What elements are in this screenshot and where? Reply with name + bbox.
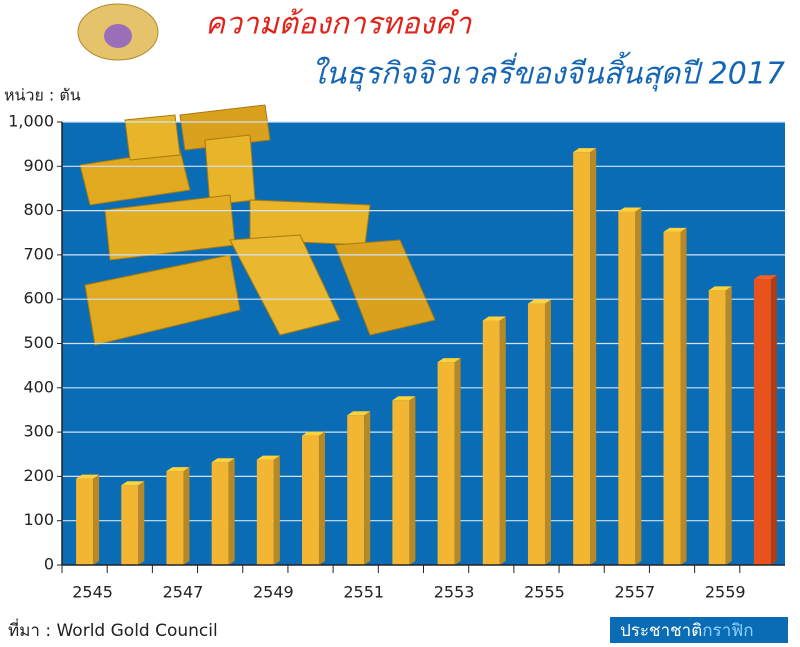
- bar-side: [319, 431, 326, 565]
- x-tick-label: 2559: [705, 583, 746, 602]
- bar-side: [544, 299, 551, 565]
- credit-main: ประชาชาติ: [620, 621, 702, 641]
- bar-top: [482, 316, 506, 321]
- bar-side: [183, 467, 190, 565]
- bar: [211, 462, 229, 565]
- bar: [76, 478, 94, 565]
- x-tick-label: 2545: [72, 583, 113, 602]
- bar-top: [618, 207, 642, 212]
- bar-side: [273, 455, 280, 565]
- bar-top: [392, 396, 416, 401]
- bar-side: [635, 207, 642, 565]
- bar-top: [573, 148, 597, 153]
- bar: [527, 303, 545, 565]
- bar-top: [211, 458, 235, 463]
- bar-side: [93, 474, 100, 565]
- bar-top: [527, 299, 551, 304]
- bar: [302, 435, 320, 565]
- bar: [663, 231, 681, 565]
- chart-subtitle: ในธุรกิจจิวเวลรี่ของจีนสิ้นสุดปี 2017: [311, 52, 785, 92]
- bar-side: [770, 275, 777, 565]
- y-tick-label: 0: [44, 555, 54, 574]
- bar-top: [166, 467, 190, 472]
- y-tick-label: 1,000: [8, 112, 54, 131]
- bar-side: [454, 358, 461, 565]
- x-tick-label: 2555: [524, 583, 565, 602]
- bar: [618, 211, 636, 565]
- y-tick-label: 900: [23, 156, 54, 175]
- bar-top: [347, 411, 371, 416]
- bar-top: [256, 455, 280, 460]
- bar-top: [302, 431, 326, 436]
- y-tick-label: 800: [23, 200, 54, 219]
- bar: [347, 415, 365, 565]
- bar-side: [590, 148, 597, 565]
- credit-graphic: กราฟิก: [702, 621, 753, 641]
- gold-bars-illustration: [79, 104, 436, 346]
- bar-side: [364, 411, 371, 565]
- bar-side: [138, 481, 145, 565]
- bar-top: [708, 286, 732, 291]
- credit: ประชาชาติกราฟิก: [620, 621, 754, 641]
- credit-box: [610, 617, 788, 643]
- bar: [708, 290, 726, 565]
- y-tick-label: 100: [23, 510, 54, 529]
- source: ที่มา : World Gold Council: [8, 618, 218, 641]
- x-tick-label: 2549: [253, 583, 294, 602]
- bar-top: [76, 474, 100, 479]
- bar-side: [409, 396, 416, 565]
- x-tick-label: 2557: [614, 583, 655, 602]
- y-tick-label: 400: [23, 377, 54, 396]
- y-tick-label: 500: [23, 333, 54, 352]
- bar-top: [663, 227, 687, 232]
- bar-side: [499, 316, 506, 565]
- ring-illustration: [77, 3, 159, 61]
- y-tick-label: 600: [23, 289, 54, 308]
- bar-side: [228, 458, 235, 565]
- bar: [482, 320, 500, 565]
- y-tick-label: 200: [23, 466, 54, 485]
- unit-label: หน่วย : ตัน: [4, 86, 81, 105]
- bar-top: [121, 481, 145, 486]
- bar: [256, 459, 274, 565]
- chart-title: ความต้องการทองคำ: [205, 7, 472, 42]
- bar: [121, 485, 139, 565]
- y-tick-label: 700: [23, 244, 54, 263]
- bar-side: [725, 286, 732, 565]
- bar: [437, 362, 455, 565]
- x-tick-label: 2553: [434, 583, 475, 602]
- x-tick-label: 2547: [163, 583, 204, 602]
- bar-top: [753, 275, 777, 280]
- bar-side: [680, 227, 687, 565]
- x-tick-label: 2551: [343, 583, 384, 602]
- bar: [753, 279, 771, 565]
- bar-top: [437, 358, 461, 363]
- bar: [392, 400, 410, 565]
- bar: [166, 471, 184, 565]
- bar: [573, 152, 591, 565]
- y-tick-label: 300: [23, 422, 54, 441]
